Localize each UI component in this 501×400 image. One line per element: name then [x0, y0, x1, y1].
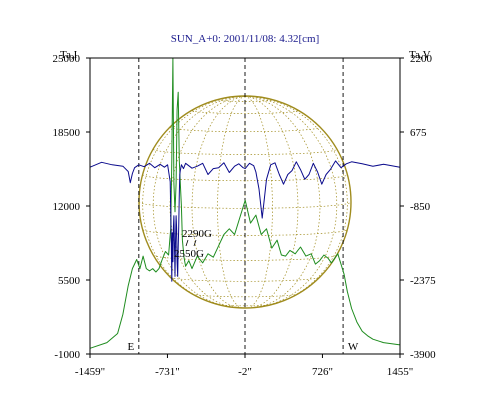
longitude-line: [244, 95, 321, 309]
longitude-line: [152, 95, 246, 308]
x-tick-label: -2": [238, 366, 252, 378]
y-right-tick-label: -3900: [410, 349, 436, 361]
y-right-tick-label: -850: [410, 201, 431, 213]
x-tick-label: -731": [155, 366, 180, 378]
latitude-line: [142, 174, 348, 182]
longitude-line: [244, 95, 348, 305]
latitude-line: [217, 99, 273, 102]
marker-label: W: [348, 341, 359, 353]
longitude-line: [217, 95, 246, 309]
latitude-line: [191, 110, 299, 114]
y-left-tick-label: 12000: [53, 201, 81, 213]
latitude-line: [138, 201, 352, 209]
y-right-tick-label: 2200: [410, 53, 433, 65]
annotation-pointer: [185, 239, 197, 247]
annotation-field-1: 2290G: [182, 228, 212, 240]
longitude-line: [191, 95, 246, 309]
x-tick-label: -1459": [75, 366, 105, 378]
latitude-line: [170, 276, 320, 282]
polarization-series-line: [89, 160, 401, 282]
longitude-line: [169, 95, 246, 309]
latitude-line: [153, 254, 337, 261]
marker-label: E: [127, 341, 134, 353]
longitude-line: [244, 95, 299, 309]
longitude-line: [142, 95, 246, 305]
y-right-label: Ta,V: [409, 49, 431, 61]
solar-disk-grid: [138, 95, 352, 309]
longitude-line: [244, 95, 338, 308]
y-left-tick-label: -1000: [54, 349, 80, 361]
annotation-field-2: 2550G: [174, 248, 204, 260]
y-left-tick-label: 5500: [58, 275, 81, 287]
y-left-label: Ta,I: [60, 49, 78, 61]
x-tick-label: 1455": [387, 366, 414, 378]
axis-ticks: -1459" -731" -2" 726" 1455" 25000 18500 12000 55…: [53, 53, 437, 378]
y-left-tick-label: 25000: [53, 53, 81, 65]
y-right-tick-label: 675: [410, 127, 427, 139]
x-tick-label: 726": [312, 366, 333, 378]
chart-title: SUN_A+0: 2001/11/08: 4.32[cm]: [171, 33, 319, 45]
longitude-line: [244, 95, 273, 309]
y-left-tick-label: 18500: [53, 127, 81, 139]
intensity-series-line: [89, 57, 401, 349]
y-right-tick-label: -2375: [410, 275, 436, 287]
data-series: [89, 57, 401, 349]
latitude-line: [152, 148, 338, 155]
